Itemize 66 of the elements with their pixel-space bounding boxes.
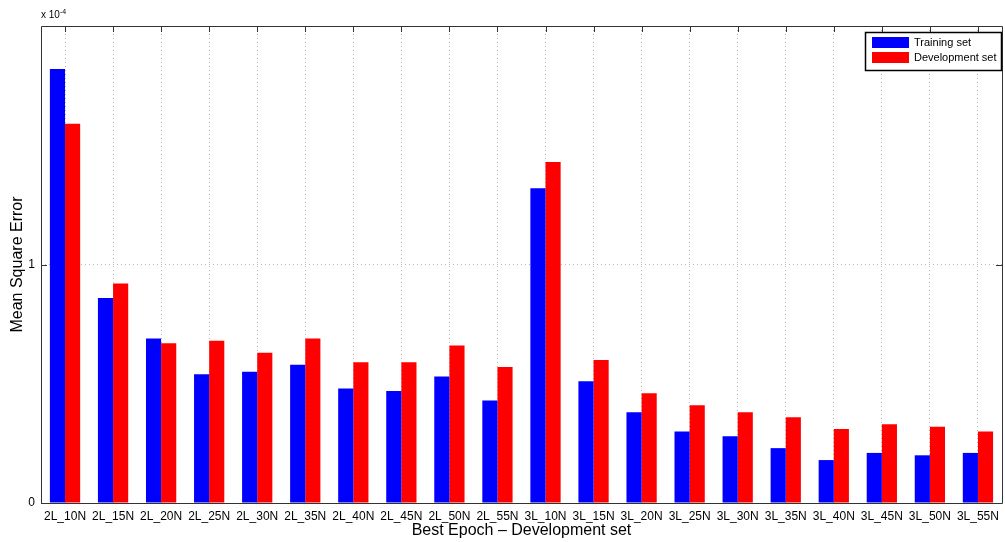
bar	[962, 452, 978, 503]
x-tick-label: 3L_40N	[812, 508, 855, 523]
bar	[145, 338, 162, 503]
bar	[578, 381, 594, 503]
x-tick-label: 2L_10N	[44, 508, 87, 523]
y-tick-label: 1	[28, 256, 36, 271]
x-axis-title: Best Epoch – Development set	[411, 520, 632, 538]
bar	[818, 460, 834, 503]
x-tick-label: 2L_30N	[236, 508, 279, 523]
bar	[785, 417, 801, 503]
legend-label: Development set	[914, 51, 997, 64]
x-tick-label: 3L_25N	[668, 508, 711, 523]
bar	[386, 390, 402, 503]
bar	[737, 412, 753, 503]
bar	[113, 283, 129, 503]
x-tick-label: 2L_45N	[380, 508, 423, 523]
bar	[209, 340, 225, 503]
bar	[497, 367, 513, 503]
bar	[881, 424, 897, 503]
bar	[65, 123, 81, 503]
bar	[626, 412, 642, 503]
bar	[914, 455, 930, 503]
x-tick-label: 2L_50N	[428, 508, 471, 523]
x-tick-label: 2L_35N	[284, 508, 327, 523]
x-tick-label: 3L_50N	[908, 508, 951, 523]
bar	[722, 436, 738, 503]
x-tick-label: 2L_25N	[188, 508, 231, 523]
y-axis-title: Mean Square Error	[8, 195, 26, 333]
bar	[530, 188, 546, 503]
x-tick-label: 3L_15N	[572, 508, 615, 523]
bar	[242, 371, 258, 503]
x-tick-label: 2L_40N	[332, 508, 375, 523]
legend-label: Training set	[914, 36, 972, 49]
bar	[866, 452, 882, 503]
bar	[689, 405, 705, 503]
bar	[929, 426, 946, 503]
bar	[434, 376, 450, 503]
bar	[593, 359, 609, 503]
bar	[97, 297, 114, 503]
bar	[482, 400, 498, 503]
bar	[49, 68, 66, 503]
bar	[401, 362, 417, 503]
x-tick-label: 3L_35N	[764, 508, 807, 523]
bar	[290, 364, 306, 503]
bar	[770, 448, 786, 503]
bar	[977, 431, 994, 503]
x-tick-label: 2L_20N	[140, 508, 183, 523]
x-tick-label: 3L_30N	[716, 508, 759, 523]
x-tick-label: 3L_55N	[956, 508, 999, 523]
bar	[353, 362, 369, 503]
bar	[641, 393, 657, 503]
bar	[305, 338, 321, 503]
bar	[833, 429, 849, 503]
y-tick-label: 0	[28, 495, 36, 510]
bar	[545, 161, 561, 503]
x-tick-label: 3L_45N	[860, 508, 903, 523]
x-tick-label: 2L_55N	[476, 508, 519, 523]
bar	[194, 374, 210, 503]
bar	[257, 352, 273, 503]
bar	[674, 431, 690, 503]
bar	[161, 343, 177, 503]
x-tick-label: 3L_10N	[524, 508, 567, 523]
bar	[449, 345, 465, 503]
x-tick-label: 2L_15N	[92, 508, 135, 523]
bar	[338, 388, 354, 503]
x-tick-label: 3L_20N	[620, 508, 663, 523]
